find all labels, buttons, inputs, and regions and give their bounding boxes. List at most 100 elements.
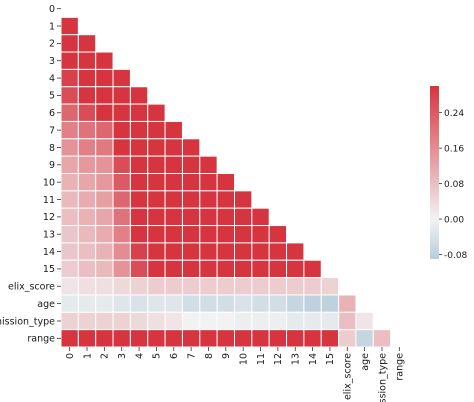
heatmap-cell (147, 329, 166, 348)
x-tick-label: 10 (238, 353, 249, 365)
heatmap-cell (129, 173, 149, 192)
y-tick-label: 1 (49, 21, 55, 32)
heatmap-cell (60, 259, 79, 279)
heatmap-cell (268, 259, 288, 279)
heatmap-cell (112, 173, 131, 192)
heatmap-cell (95, 103, 114, 122)
heatmap-cell (181, 138, 201, 157)
heatmap-cell (181, 277, 201, 296)
heatmap-cell (164, 242, 183, 261)
heatmap-cell (338, 311, 357, 331)
heatmap-cell (77, 277, 97, 296)
heatmap-cells (60, 16, 392, 348)
heatmap-cell (112, 86, 131, 105)
heatmap-cell (164, 138, 183, 157)
heatmap-cell (95, 68, 114, 88)
heatmap-cell (112, 259, 131, 279)
heatmap-cell (60, 190, 79, 209)
heatmap-cell (181, 190, 201, 209)
colorbar: -0.08 0.00 0.08 0.16 0.24 (430, 86, 468, 261)
heatmap-cell (129, 311, 149, 331)
heatmap-cell (60, 329, 79, 348)
x-tick-label: 8 (204, 353, 215, 359)
heatmap-cell (164, 259, 183, 279)
heatmap-cell (268, 311, 288, 331)
heatmap-cell (112, 138, 131, 157)
heatmap-cell (112, 225, 131, 244)
y-tick-label: 6 (49, 108, 55, 119)
y-tick-label: 7 (49, 125, 55, 136)
heatmap-cell (95, 329, 114, 348)
y-tick-label: admission_type (0, 316, 55, 327)
heatmap-cell (77, 225, 97, 244)
heatmap-cell (181, 329, 201, 348)
heatmap-cell (355, 329, 374, 348)
heatmap-cell (77, 51, 97, 70)
heatmap-cell (216, 294, 235, 313)
heatmap-cell (164, 173, 183, 192)
heatmap-cell (216, 242, 235, 261)
heatmap-cell (338, 329, 357, 348)
heatmap-cell (251, 225, 270, 244)
heatmap-cell (268, 277, 288, 296)
heatmap-cell (268, 242, 288, 261)
heatmap-cell (355, 311, 374, 331)
x-tick-label: 1 (82, 353, 93, 359)
heatmap-cell (60, 225, 79, 244)
heatmap-cell (147, 311, 166, 331)
heatmap-cell (234, 294, 253, 313)
heatmap-cell (216, 173, 235, 192)
heatmap-cell (181, 311, 201, 331)
heatmap-cell (251, 207, 270, 227)
heatmap-cell (60, 242, 79, 261)
heatmap-cell (251, 259, 270, 279)
heatmap-cell (77, 190, 97, 209)
heatmap-cell (320, 294, 340, 313)
heatmap-cell (95, 311, 114, 331)
heatmap-cell (303, 259, 322, 279)
heatmap-cell (251, 242, 270, 261)
heatmap-cell (286, 294, 305, 313)
heatmap-cell (164, 207, 183, 227)
heatmap-cell (234, 242, 253, 261)
heatmap-cell (164, 294, 183, 313)
y-tick-label: elix_score (8, 282, 55, 293)
heatmap-cell (112, 155, 131, 174)
heatmap-cell (60, 120, 79, 140)
heatmap-cell (234, 311, 253, 331)
x-tick-labels: 0 1 2 3 4 5 6 7 8 9 10 11 12 13 14 15 elix_score age lmiss… (65, 347, 406, 402)
colorbar-gradient (430, 86, 439, 259)
y-tick-label: 8 (49, 143, 55, 154)
y-tick-label: 12 (43, 212, 55, 223)
heatmap-cell (147, 120, 166, 140)
heatmap-cell (60, 155, 79, 174)
colorbar-tick-label: -0.08 (444, 251, 468, 261)
heatmap-cell (147, 225, 166, 244)
x-tick-label: 3 (117, 353, 128, 359)
heatmap-cell (251, 311, 270, 331)
heatmap-cell (320, 311, 340, 331)
heatmap-cell (95, 173, 114, 192)
heatmap-cell (199, 311, 218, 331)
heatmap-cell (129, 155, 149, 174)
x-tick-label: 6 (169, 353, 180, 359)
heatmap-cell (181, 207, 201, 227)
heatmap-cell (286, 259, 305, 279)
heatmap-cell (164, 329, 183, 348)
heatmap-cell (286, 329, 305, 348)
y-tick-label: 4 (49, 73, 55, 84)
heatmap-cell (181, 173, 201, 192)
heatmap-cell (181, 242, 201, 261)
y-tick-label: 14 (43, 247, 55, 258)
heatmap-cell (164, 225, 183, 244)
x-tick-label: 5 (152, 353, 163, 359)
heatmap-cell (320, 277, 340, 296)
heatmap-cell (303, 329, 322, 348)
y-tick-label: 0 (49, 4, 55, 15)
heatmap-cell (129, 120, 149, 140)
x-tick-label: range (395, 353, 406, 381)
heatmap-cell (216, 259, 235, 279)
heatmap-cell (147, 242, 166, 261)
heatmap-cell (95, 225, 114, 244)
heatmap-cell (129, 277, 149, 296)
